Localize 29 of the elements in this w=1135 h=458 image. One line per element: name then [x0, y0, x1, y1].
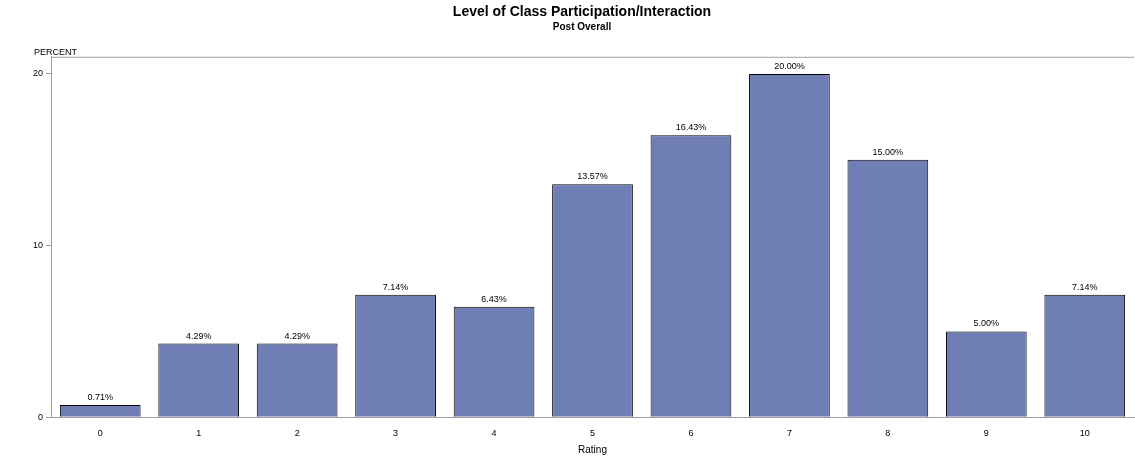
y-tick-label: 20	[33, 68, 44, 79]
x-tick-label: 0	[97, 428, 103, 439]
data-label: 20.00%	[774, 60, 805, 71]
y-axis-title: PERCENT	[34, 47, 78, 57]
data-label: 4.29%	[284, 330, 310, 341]
x-tick-label: 3	[393, 428, 399, 439]
x-axis-title: Rating	[578, 443, 607, 455]
x-tick-label: 7	[786, 428, 792, 439]
y-tick-label: 10	[33, 240, 44, 251]
data-label: 5.00%	[973, 318, 1000, 329]
data-label: 15.00%	[872, 146, 904, 157]
data-label: 7.14%	[382, 281, 409, 292]
data-label: 13.57%	[577, 171, 608, 182]
data-label: 4.29%	[185, 330, 212, 341]
x-tick-label: 1	[196, 428, 202, 439]
data-label: 0.71%	[87, 392, 113, 402]
data-label: 6.43%	[481, 293, 507, 304]
x-tick-label: 8	[885, 428, 891, 439]
x-tick-label: 6	[688, 428, 694, 439]
chart-subtitle: Post Overall	[552, 20, 612, 32]
x-tick-label: 5	[590, 428, 596, 439]
x-tick-label: 4	[491, 428, 497, 439]
data-label: 7.14%	[1072, 281, 1098, 292]
data-label: 16.43%	[675, 122, 707, 133]
y-tick-label: 0	[38, 411, 44, 422]
x-tick-label: 10	[1079, 428, 1090, 439]
x-tick-label: 9	[983, 428, 989, 439]
x-tick-label: 2	[294, 428, 300, 439]
chart-title: Level of Class Participation/Interaction	[452, 3, 712, 20]
